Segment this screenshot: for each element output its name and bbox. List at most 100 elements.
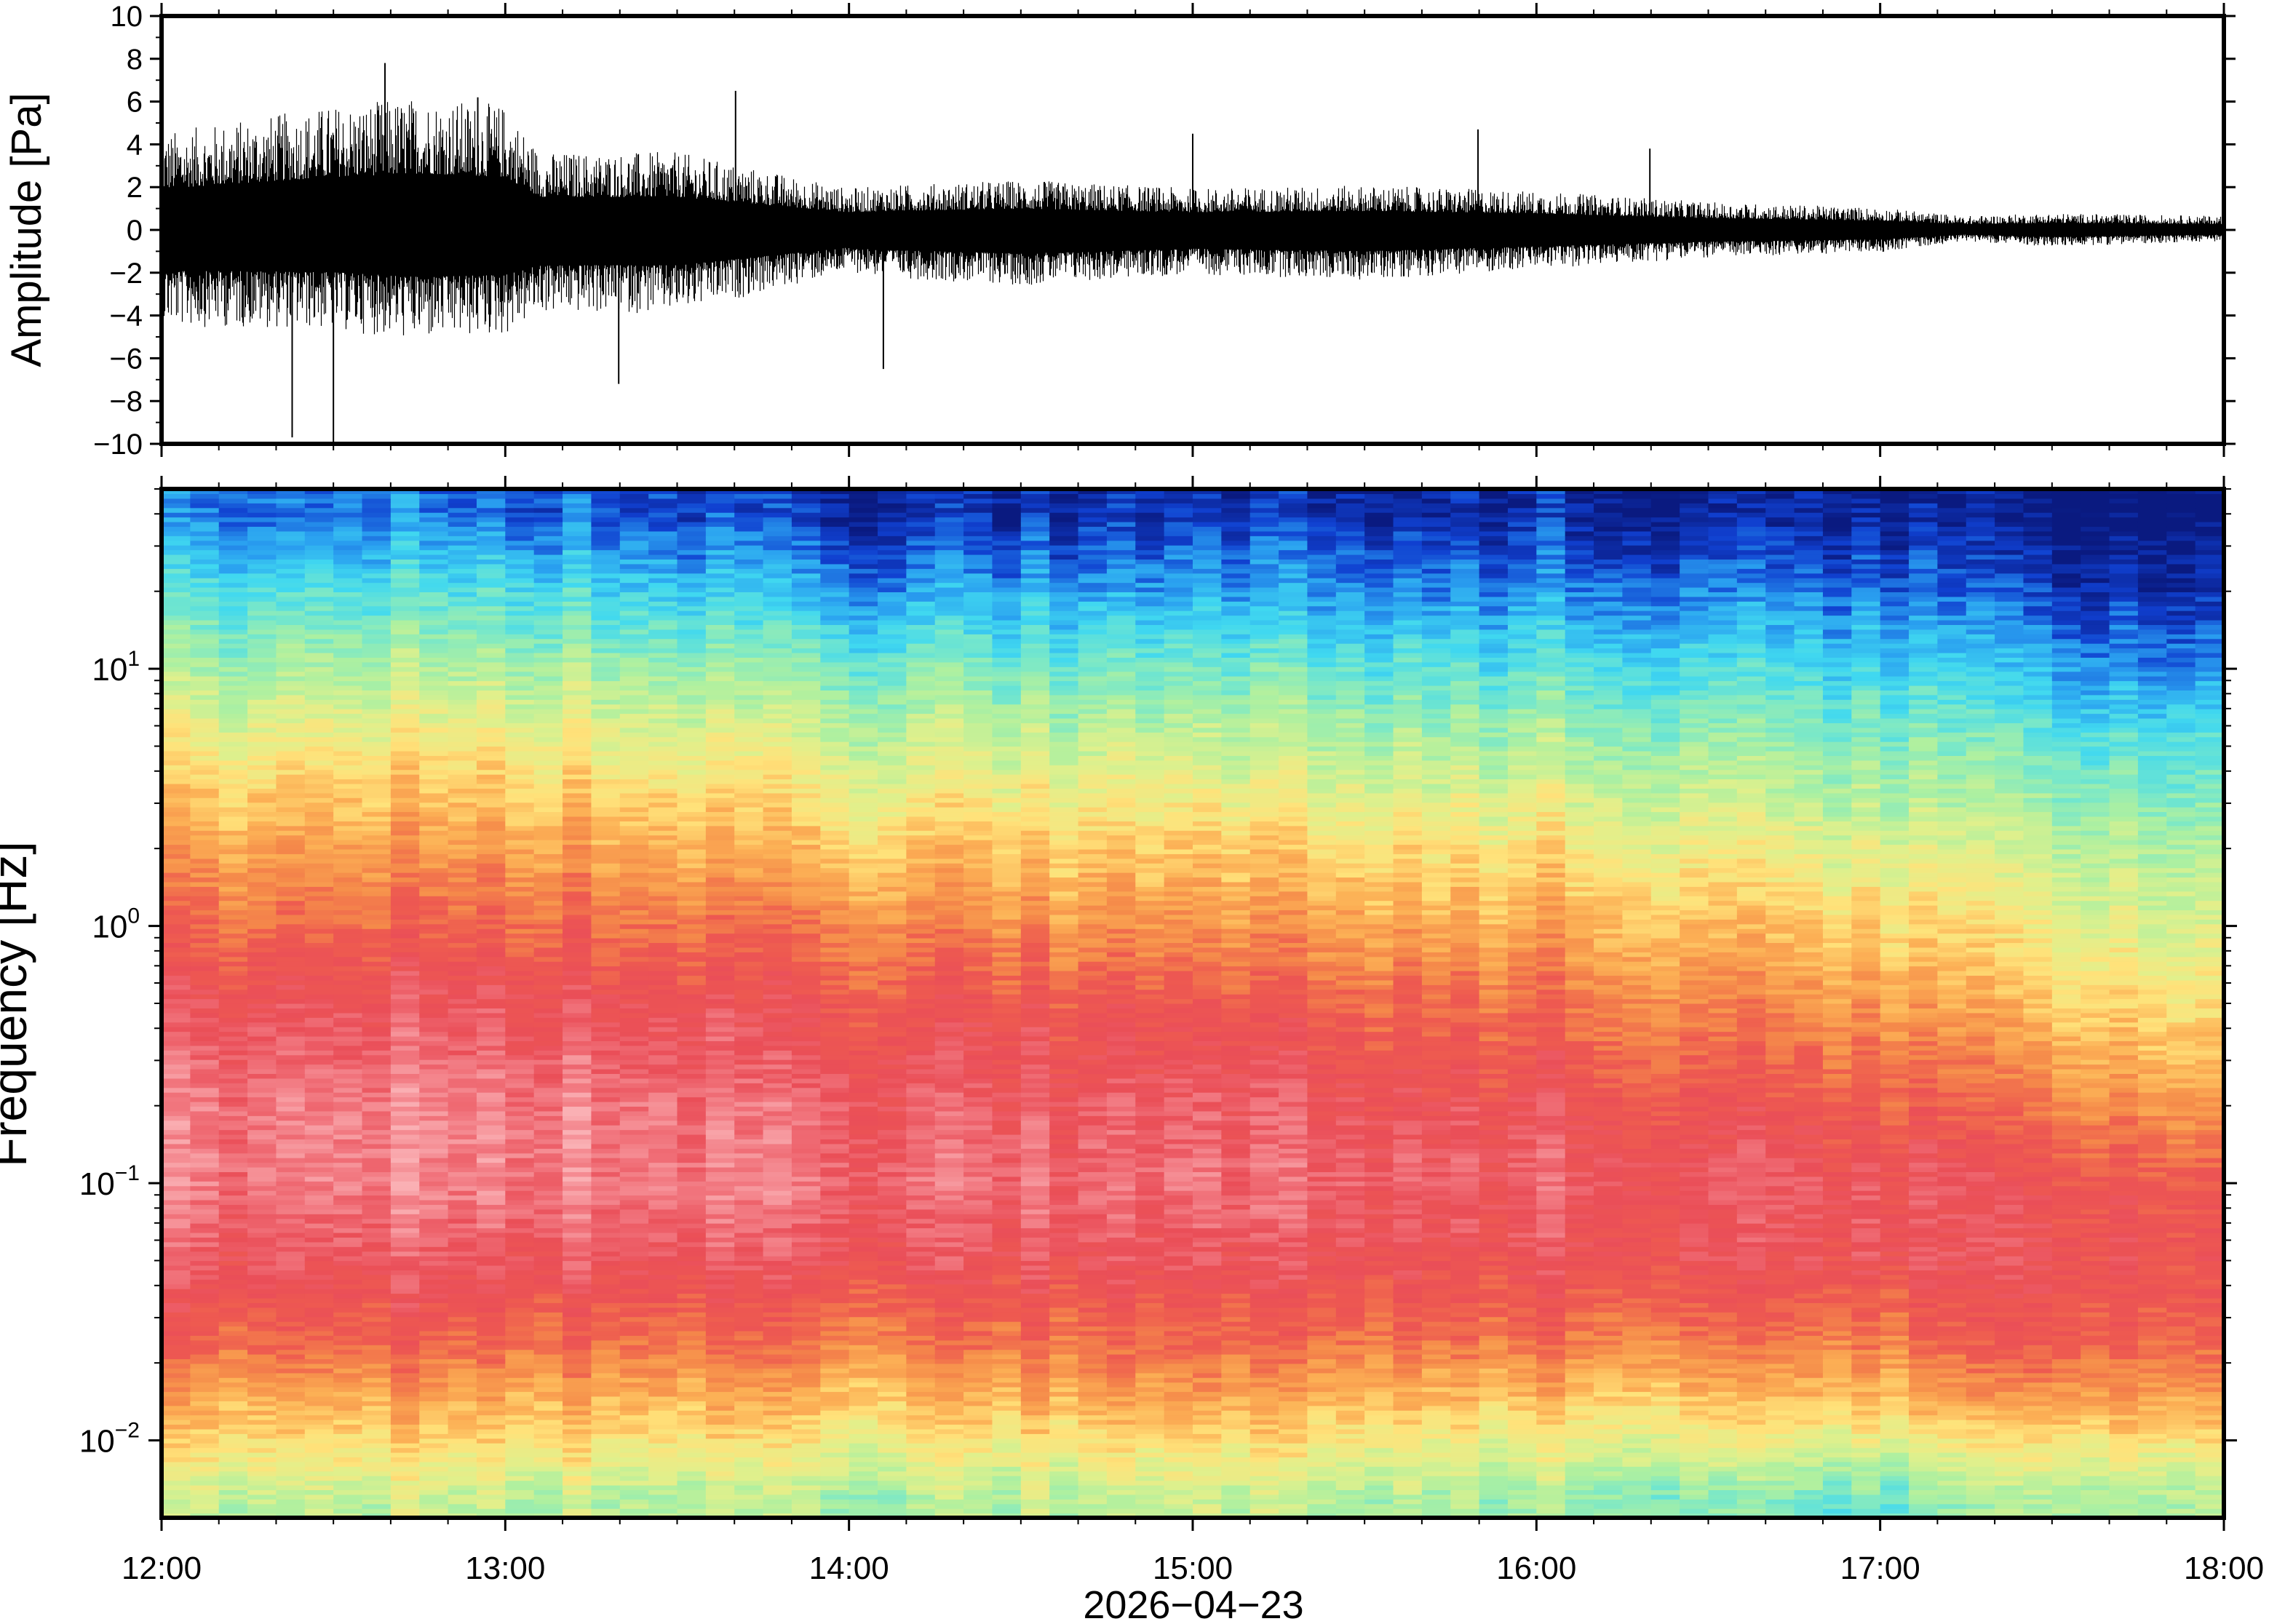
spectrogram-cell <box>419 610 448 616</box>
spectrogram-cell <box>276 1438 305 1444</box>
spectrogram-cell <box>247 1377 277 1382</box>
spectrogram-cell <box>247 541 277 546</box>
spectrogram-cell <box>247 999 277 1004</box>
spectrogram-cell <box>276 526 305 531</box>
spectrogram-cell <box>333 616 362 621</box>
spectrogram-cell <box>706 1443 735 1448</box>
spectrogram-cell <box>305 853 334 859</box>
spectrogram-cell <box>276 1153 305 1158</box>
spectrogram-cell <box>219 1036 248 1041</box>
spectrogram-cell <box>620 629 649 634</box>
spectrogram-cell <box>391 882 420 887</box>
spectrogram-cell <box>620 1270 649 1275</box>
spectrogram-cell <box>362 1476 392 1481</box>
spectrogram-cell <box>591 1317 620 1322</box>
spectrogram-cell <box>419 718 448 723</box>
spectrogram-cell <box>190 1078 219 1083</box>
spectrogram-cell <box>247 1270 277 1275</box>
spectrogram-cell <box>448 1279 477 1284</box>
spectrogram-cell <box>677 747 707 752</box>
spectrogram-cell <box>305 1350 334 1355</box>
spectrogram-cell <box>162 1466 191 1471</box>
spectrogram-cell <box>677 984 707 990</box>
spectrogram-cell <box>591 1462 620 1467</box>
spectrogram-cell <box>620 1443 649 1448</box>
spectrogram-cell <box>591 1148 620 1153</box>
spectrogram-cell <box>763 1115 792 1121</box>
spectrogram-cell <box>362 676 392 681</box>
spectrogram-cell <box>648 620 677 625</box>
spectrogram-cell <box>505 859 534 864</box>
spectrogram-cell <box>448 1396 477 1401</box>
spectrogram-cell <box>448 592 477 597</box>
spectrogram-cell <box>162 1153 191 1158</box>
spectrogram-cell <box>219 909 248 915</box>
spectrogram-cell <box>677 1233 707 1238</box>
spectrogram-cell <box>677 1373 707 1378</box>
spectrogram-cell <box>305 1064 334 1070</box>
spectrogram-cell <box>505 816 534 821</box>
spectrogram-cell <box>620 681 649 686</box>
spectrogram-cell <box>247 807 277 812</box>
spectrogram-cell <box>534 1153 563 1158</box>
spectrogram-cell <box>162 872 191 877</box>
spectrogram-cell <box>648 942 677 947</box>
spectrogram-cell <box>391 666 420 672</box>
spectrogram-cell <box>648 1289 677 1294</box>
spectrogram-cell <box>734 1485 763 1490</box>
spectrogram-cell <box>305 849 334 854</box>
spectrogram-cell <box>391 886 420 891</box>
spectrogram-cell <box>162 493 191 498</box>
spectrogram-cell <box>706 1424 735 1429</box>
spectrogram-cell <box>190 564 219 569</box>
spectrogram-cell <box>591 1059 620 1064</box>
spectrogram-cell <box>162 886 191 891</box>
spectrogram-cell <box>219 1373 248 1378</box>
spectrogram-cell <box>763 498 792 503</box>
spectrogram-cell <box>162 1242 191 1247</box>
spectrogram-cell <box>706 568 735 573</box>
spectrogram-cell <box>219 961 248 966</box>
spectrogram-cell <box>505 1055 534 1060</box>
spectrogram-cell <box>763 1139 792 1144</box>
spectrogram-cell <box>734 583 763 588</box>
spectrogram-cell <box>190 606 219 611</box>
spectrogram-cell <box>448 545 477 550</box>
spectrogram-cell <box>391 624 420 629</box>
spectrogram-cell <box>505 672 534 677</box>
spectrogram-cell <box>734 905 763 910</box>
spectrogram-cell <box>734 1251 763 1257</box>
spectrogram-cell <box>419 872 448 877</box>
spectrogram-cell <box>648 662 677 667</box>
spectrogram-cell <box>505 1429 534 1434</box>
spectrogram-cell <box>247 760 277 765</box>
spectrogram-cell <box>734 1377 763 1382</box>
spectrogram-cell <box>219 1452 248 1457</box>
spectrogram-cell <box>620 975 649 980</box>
spectrogram-cell <box>162 1424 191 1429</box>
spectrogram-cell <box>763 1462 792 1467</box>
spectrogram-cell <box>620 1246 649 1251</box>
spectrogram-cell <box>162 1289 191 1294</box>
spectrogram-cell <box>505 657 534 662</box>
spectrogram-cell <box>448 765 477 770</box>
spectrogram-cell <box>706 732 735 737</box>
spectrogram-cell <box>505 1275 534 1280</box>
spectrogram-cell <box>247 1340 277 1345</box>
spectrogram-cell <box>706 1003 735 1008</box>
spectrogram-cell <box>763 984 792 990</box>
spectrogram-cell <box>333 1111 362 1116</box>
spectrogram-cell <box>706 526 735 531</box>
spectrogram-cell <box>247 1246 277 1251</box>
spectrogram-cell <box>305 1036 334 1041</box>
spectrogram-cell <box>305 704 334 709</box>
spectrogram-cell <box>391 1396 420 1401</box>
spectrogram-cell <box>620 1177 649 1182</box>
spectrogram-cell <box>162 1115 191 1121</box>
spectrogram-cell <box>391 1345 420 1350</box>
spectrogram-cell <box>706 1040 735 1046</box>
spectrogram-cell <box>190 1350 219 1355</box>
spectrogram-cell <box>448 1331 477 1336</box>
spectrogram-cell <box>477 905 506 910</box>
spectrogram-cell <box>563 952 592 957</box>
